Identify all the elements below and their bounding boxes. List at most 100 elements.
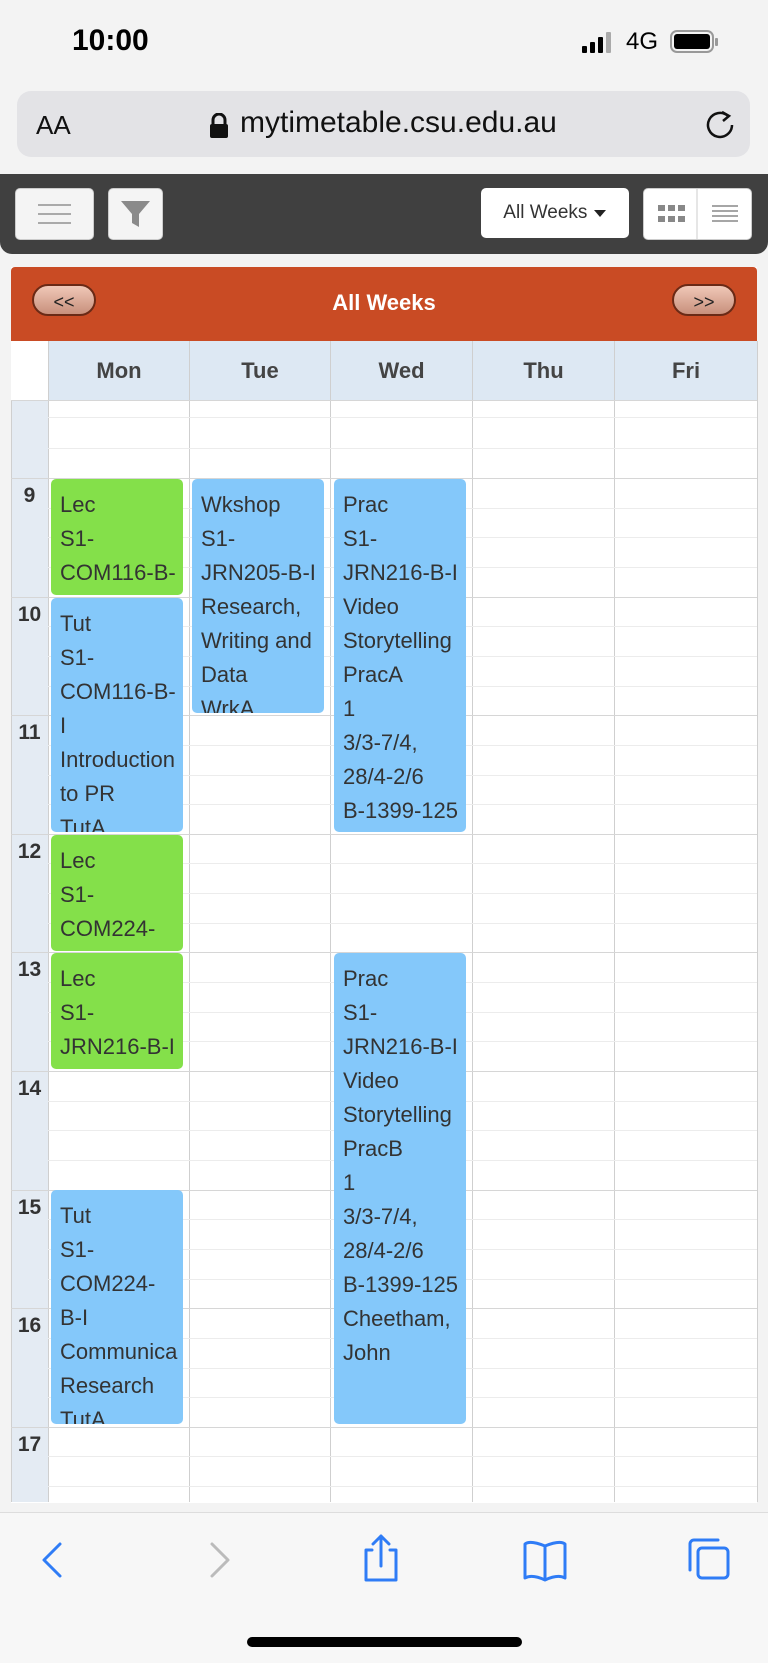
share-button[interactable] xyxy=(364,1534,398,1582)
event-text: 1 xyxy=(343,696,356,721)
event-text: COM116-B- xyxy=(60,679,176,704)
event-text: 28/4-2/6 xyxy=(343,764,424,789)
row-subline xyxy=(48,1486,757,1488)
hour-line xyxy=(11,952,757,954)
event-text: JRN216-B-I xyxy=(343,1034,458,1059)
column-line xyxy=(330,341,331,1502)
day-header: Wed xyxy=(330,341,472,400)
url-text[interactable]: mytimetable.csu.edu.au xyxy=(240,106,557,139)
row-subline xyxy=(48,893,757,895)
day-header: Fri xyxy=(614,341,757,400)
event-text: JRN216-B-I xyxy=(343,560,458,585)
event-text: B-1399-125 xyxy=(343,798,458,823)
event[interactable]: Prac S1- JRN216-B-I Video Storytelling PracB 1… xyxy=(334,953,466,1424)
day-header: Thu xyxy=(472,341,614,400)
event-text: S1- xyxy=(60,1000,95,1025)
event-text: to PR xyxy=(60,781,116,806)
event-text: COM116-B- xyxy=(60,560,176,585)
event-text: S1- xyxy=(60,645,95,670)
event-text: S1- xyxy=(60,526,95,551)
hour-label: 15 xyxy=(17,1195,42,1219)
menu-button[interactable] xyxy=(15,188,94,240)
signal-icon xyxy=(582,32,611,53)
tabs-button[interactable] xyxy=(688,1538,730,1580)
column-line xyxy=(614,341,615,1502)
status-time: 10:00 xyxy=(72,24,149,57)
event[interactable]: Lec S1- JRN216-B-I xyxy=(51,953,183,1069)
hour-label: 12 xyxy=(17,839,42,863)
hour-line xyxy=(11,1426,757,1428)
event-text: Video xyxy=(343,1068,399,1093)
time-column xyxy=(11,400,48,1502)
column-line xyxy=(757,341,758,1502)
event-text: COM224- xyxy=(60,916,156,941)
event-text: Prac xyxy=(343,492,389,517)
event[interactable]: Lec S1- COM224- xyxy=(51,835,183,951)
event-text: S1- xyxy=(60,882,95,907)
event-text: Prac xyxy=(343,966,389,991)
event-text: Storytelling xyxy=(343,1102,452,1127)
event-text: I xyxy=(60,713,67,738)
event-text: JRN216-B-I xyxy=(60,1034,175,1059)
event-text: 3/3-7/4, xyxy=(343,1204,418,1229)
hour-label: 13 xyxy=(17,958,42,982)
row-line xyxy=(11,400,757,401)
hour-label: 11 xyxy=(18,721,41,745)
network-type: 4G xyxy=(626,28,659,55)
hour-label: 10 xyxy=(17,602,42,626)
event-text: Research, xyxy=(201,594,302,619)
weeks-select-label: All Weeks xyxy=(503,202,588,223)
row-subline xyxy=(48,417,757,418)
row-subline xyxy=(48,863,757,865)
prev-button[interactable]: << xyxy=(32,284,96,316)
address-bar[interactable] xyxy=(17,91,750,157)
filter-icon xyxy=(121,201,150,227)
event-text: Research xyxy=(60,1373,155,1398)
caret xyxy=(593,210,606,217)
hour-label: 17 xyxy=(17,1432,42,1456)
event-text: Storytelling xyxy=(343,628,452,653)
column-line xyxy=(189,341,190,1502)
event[interactable]: Tut S1- COM224- B-I Communica Research TutA xyxy=(51,1190,183,1424)
forward-button xyxy=(210,1542,230,1578)
day-header: Tue xyxy=(189,341,330,400)
event-text: S1- xyxy=(343,1000,378,1025)
weeks-select[interactable]: All Weeks xyxy=(481,188,629,238)
event-text: Lec xyxy=(60,966,96,991)
event-text: PracA xyxy=(343,662,403,687)
day-header: Mon xyxy=(48,341,189,400)
event-text: JRN205-B-I xyxy=(201,560,316,585)
event-text: B-I xyxy=(60,1305,89,1330)
bookmarks-button[interactable] xyxy=(523,1540,567,1582)
row-subline xyxy=(48,448,757,449)
back-button[interactable] xyxy=(42,1542,62,1578)
event[interactable]: Prac S1- JRN216-B-I Video Storytelling PracA 1… xyxy=(334,479,466,832)
event-text: S1- xyxy=(60,1237,95,1262)
text-size-button[interactable]: AA xyxy=(36,110,71,140)
hour-line xyxy=(11,478,757,479)
event-text: Writing and xyxy=(201,628,312,653)
event-text: B-1399-125 xyxy=(343,1272,458,1297)
event[interactable]: Tut S1- COM116-B- I Introduction to PR TutA xyxy=(51,598,183,832)
view-toggle[interactable] xyxy=(643,188,752,240)
home-indicator xyxy=(247,1637,522,1647)
event-text: Communica xyxy=(60,1339,178,1364)
filter-button[interactable] xyxy=(108,188,163,240)
event-text: Data xyxy=(201,662,248,687)
week-header xyxy=(11,267,757,341)
event[interactable]: Wkshop S1- JRN205-B-I Research, Writing and D… xyxy=(192,479,324,713)
browser-nav-icons xyxy=(42,1534,730,1582)
event[interactable]: Lec S1- COM116-B- xyxy=(51,479,183,595)
event-text: Wkshop xyxy=(201,492,281,517)
event-text: John xyxy=(343,1340,391,1365)
reload-button[interactable] xyxy=(703,108,737,142)
event-text: WrkA xyxy=(201,696,255,713)
event-text: 1 xyxy=(343,1170,356,1195)
next-button[interactable]: >> xyxy=(672,284,736,316)
column-line xyxy=(472,341,473,1502)
event-text: Cheetham, xyxy=(343,1306,451,1331)
event-text: Tut xyxy=(60,1203,91,1228)
event-text: Introduction xyxy=(60,747,175,772)
hour-label: 16 xyxy=(17,1314,42,1338)
